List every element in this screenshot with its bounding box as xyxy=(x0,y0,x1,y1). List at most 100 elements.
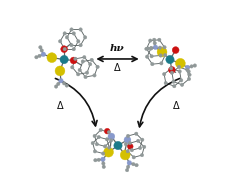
Circle shape xyxy=(57,82,60,86)
Circle shape xyxy=(55,66,65,76)
Circle shape xyxy=(146,47,150,50)
Circle shape xyxy=(63,47,66,51)
Circle shape xyxy=(105,138,109,141)
Text: Δ: Δ xyxy=(173,101,180,111)
Circle shape xyxy=(90,58,93,62)
Circle shape xyxy=(65,36,69,39)
Circle shape xyxy=(127,144,133,149)
Circle shape xyxy=(110,139,113,142)
Circle shape xyxy=(38,54,41,58)
Circle shape xyxy=(85,71,89,74)
Circle shape xyxy=(76,73,80,76)
Circle shape xyxy=(187,77,191,81)
Circle shape xyxy=(104,128,110,134)
Circle shape xyxy=(107,146,111,149)
Circle shape xyxy=(177,65,181,69)
Circle shape xyxy=(81,60,84,63)
Circle shape xyxy=(185,65,190,70)
Circle shape xyxy=(162,72,166,76)
Circle shape xyxy=(180,79,183,82)
Circle shape xyxy=(84,75,87,79)
Circle shape xyxy=(93,134,96,138)
Circle shape xyxy=(114,141,122,150)
Circle shape xyxy=(70,57,77,64)
Circle shape xyxy=(102,162,105,165)
Circle shape xyxy=(193,64,197,67)
Circle shape xyxy=(55,85,58,88)
Circle shape xyxy=(135,163,138,167)
Circle shape xyxy=(59,40,62,43)
Circle shape xyxy=(166,55,174,64)
Circle shape xyxy=(71,66,74,69)
Circle shape xyxy=(101,152,105,155)
Circle shape xyxy=(157,47,167,57)
Circle shape xyxy=(83,56,86,59)
Circle shape xyxy=(65,84,68,87)
Circle shape xyxy=(149,47,153,50)
Circle shape xyxy=(135,132,138,136)
Circle shape xyxy=(126,150,130,153)
Circle shape xyxy=(94,159,97,162)
Circle shape xyxy=(107,130,111,134)
Circle shape xyxy=(175,58,185,68)
Circle shape xyxy=(41,52,46,57)
Circle shape xyxy=(39,46,42,49)
Circle shape xyxy=(88,63,92,66)
Circle shape xyxy=(169,67,173,70)
Circle shape xyxy=(99,128,102,132)
Circle shape xyxy=(150,46,153,50)
Circle shape xyxy=(150,55,153,58)
Circle shape xyxy=(170,71,174,74)
Circle shape xyxy=(124,136,131,143)
Circle shape xyxy=(103,145,107,148)
Circle shape xyxy=(128,141,132,145)
Circle shape xyxy=(141,138,144,141)
Circle shape xyxy=(47,53,57,63)
Circle shape xyxy=(172,80,175,83)
Circle shape xyxy=(152,38,156,42)
Circle shape xyxy=(93,150,97,153)
Text: Δ: Δ xyxy=(114,64,121,73)
Circle shape xyxy=(132,163,135,166)
Circle shape xyxy=(151,62,154,66)
Circle shape xyxy=(101,157,105,162)
Circle shape xyxy=(163,46,166,49)
Circle shape xyxy=(145,55,149,58)
Circle shape xyxy=(63,32,66,35)
Circle shape xyxy=(125,168,129,172)
Circle shape xyxy=(138,146,142,150)
Circle shape xyxy=(173,84,176,88)
Text: hν: hν xyxy=(110,44,125,53)
Circle shape xyxy=(108,133,115,140)
Circle shape xyxy=(136,139,140,143)
Circle shape xyxy=(140,153,144,157)
Circle shape xyxy=(126,165,130,169)
Circle shape xyxy=(158,46,162,49)
Circle shape xyxy=(153,41,156,45)
Circle shape xyxy=(104,147,114,157)
Circle shape xyxy=(172,47,179,53)
Circle shape xyxy=(96,65,99,69)
Circle shape xyxy=(164,53,167,57)
Circle shape xyxy=(40,49,43,52)
Circle shape xyxy=(120,150,130,160)
Circle shape xyxy=(93,74,96,77)
Text: Δ: Δ xyxy=(57,101,64,111)
Circle shape xyxy=(63,82,66,85)
Circle shape xyxy=(126,134,130,138)
Circle shape xyxy=(35,56,38,59)
Circle shape xyxy=(79,28,82,31)
Circle shape xyxy=(145,47,148,50)
Circle shape xyxy=(72,47,76,51)
Circle shape xyxy=(70,43,73,47)
Circle shape xyxy=(132,156,135,159)
Circle shape xyxy=(124,143,127,146)
Circle shape xyxy=(102,165,105,169)
Circle shape xyxy=(97,135,101,139)
Circle shape xyxy=(178,70,181,73)
Circle shape xyxy=(187,70,190,73)
Circle shape xyxy=(59,78,63,83)
Circle shape xyxy=(74,57,77,60)
Circle shape xyxy=(143,145,146,149)
Circle shape xyxy=(95,143,99,146)
